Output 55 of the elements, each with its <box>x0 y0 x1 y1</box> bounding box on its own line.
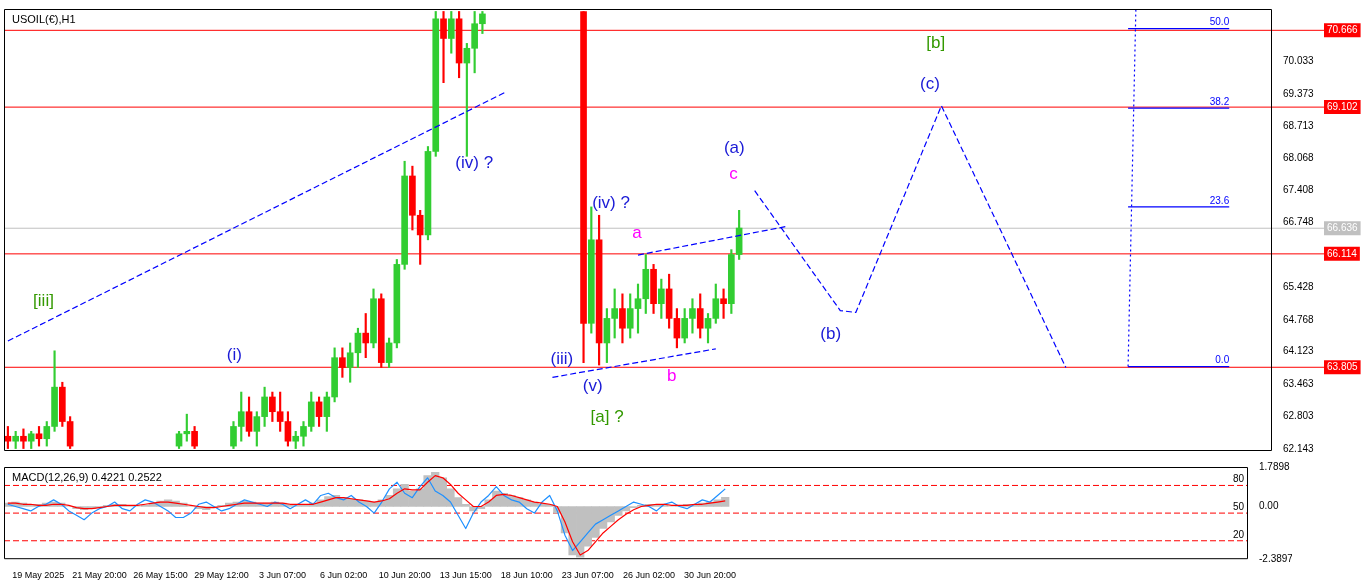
x-tick-label: 10 Jun 20:00 <box>378 570 431 581</box>
series-label: 0.0 <box>1215 354 1230 366</box>
annotation: (iv) ? <box>455 152 494 172</box>
series-label: 23.6 <box>1209 194 1230 206</box>
x-tick-label: 3 Jun 07:00 <box>259 570 307 581</box>
x-tick-label: 13 Jun 15:00 <box>439 570 492 581</box>
chart-title: MACD(12,26,9) 0.4221 0.2522 <box>12 470 162 483</box>
ref-line-label: 80 <box>1232 473 1245 485</box>
ref-line-label: 70.666 <box>1327 24 1359 36</box>
x-tick-label: 30 Jun 20:00 <box>683 570 736 581</box>
y-tick-label: 68.713 <box>1283 119 1315 131</box>
annotation: (b) <box>820 323 842 343</box>
x-tick-label: 18 Jun 10:00 <box>500 570 553 581</box>
y-tick-label: 70.033 <box>1283 55 1315 67</box>
annotation: (i) <box>226 345 242 365</box>
x-tick-label: 29 May 12:00 <box>194 570 249 581</box>
y-tick-label: 67.408 <box>1283 184 1315 196</box>
x-tick-label: 26 Jun 02:00 <box>622 570 675 581</box>
ref-line-label: 66.636 <box>1327 221 1359 233</box>
annotation: [iii] <box>33 291 54 311</box>
x-tick-label: 6 Jun 02:00 <box>320 570 368 581</box>
annotation: [a] ? <box>590 406 624 426</box>
y-tick-label: 69.373 <box>1283 87 1315 99</box>
y-tick-label: 68.068 <box>1283 151 1315 163</box>
series-label: 50.0 <box>1209 16 1230 28</box>
ref-line-label: 69.102 <box>1327 100 1359 112</box>
x-tick-label: 26 May 15:00 <box>133 570 188 581</box>
y-tick-label: 64.768 <box>1283 313 1315 325</box>
y-tick-label: 62.143 <box>1283 442 1315 454</box>
annotation: b <box>666 365 677 385</box>
annotation: a <box>632 223 643 243</box>
annotation: (iv) ? <box>592 192 630 212</box>
annotation: c <box>729 163 739 183</box>
ref-line-label: 20 <box>1232 528 1245 540</box>
chart-title: USOIL(€),H1 <box>12 12 76 25</box>
y-tick-label: 63.463 <box>1283 377 1315 389</box>
x-tick-label: 19 May 2025 <box>12 570 65 581</box>
annotation: (iii) <box>550 348 574 368</box>
y-tick-label: 1.7898 <box>1259 460 1291 472</box>
series-label: 38.2 <box>1209 95 1230 107</box>
ref-line-label: 63.805 <box>1327 361 1359 373</box>
annotation: (a) <box>723 138 745 158</box>
y-tick-label: 66.748 <box>1283 216 1315 228</box>
annotation: [b] <box>926 32 946 52</box>
annotation: (c) <box>920 73 940 93</box>
y-tick-label: 65.428 <box>1283 281 1315 293</box>
ref-line-label: 66.114 <box>1327 247 1358 259</box>
y-tick-label: 0.00 <box>1259 500 1279 512</box>
y-tick-label: 62.803 <box>1283 410 1315 422</box>
y-tick-label: -2.3897 <box>1259 552 1294 564</box>
x-tick-label: 21 May 20:00 <box>72 570 127 581</box>
ref-line-label: 50 <box>1232 500 1245 512</box>
annotation: (v) <box>582 376 603 396</box>
y-tick-label: 64.123 <box>1283 345 1315 357</box>
x-tick-label: 23 Jun 07:00 <box>561 570 614 581</box>
